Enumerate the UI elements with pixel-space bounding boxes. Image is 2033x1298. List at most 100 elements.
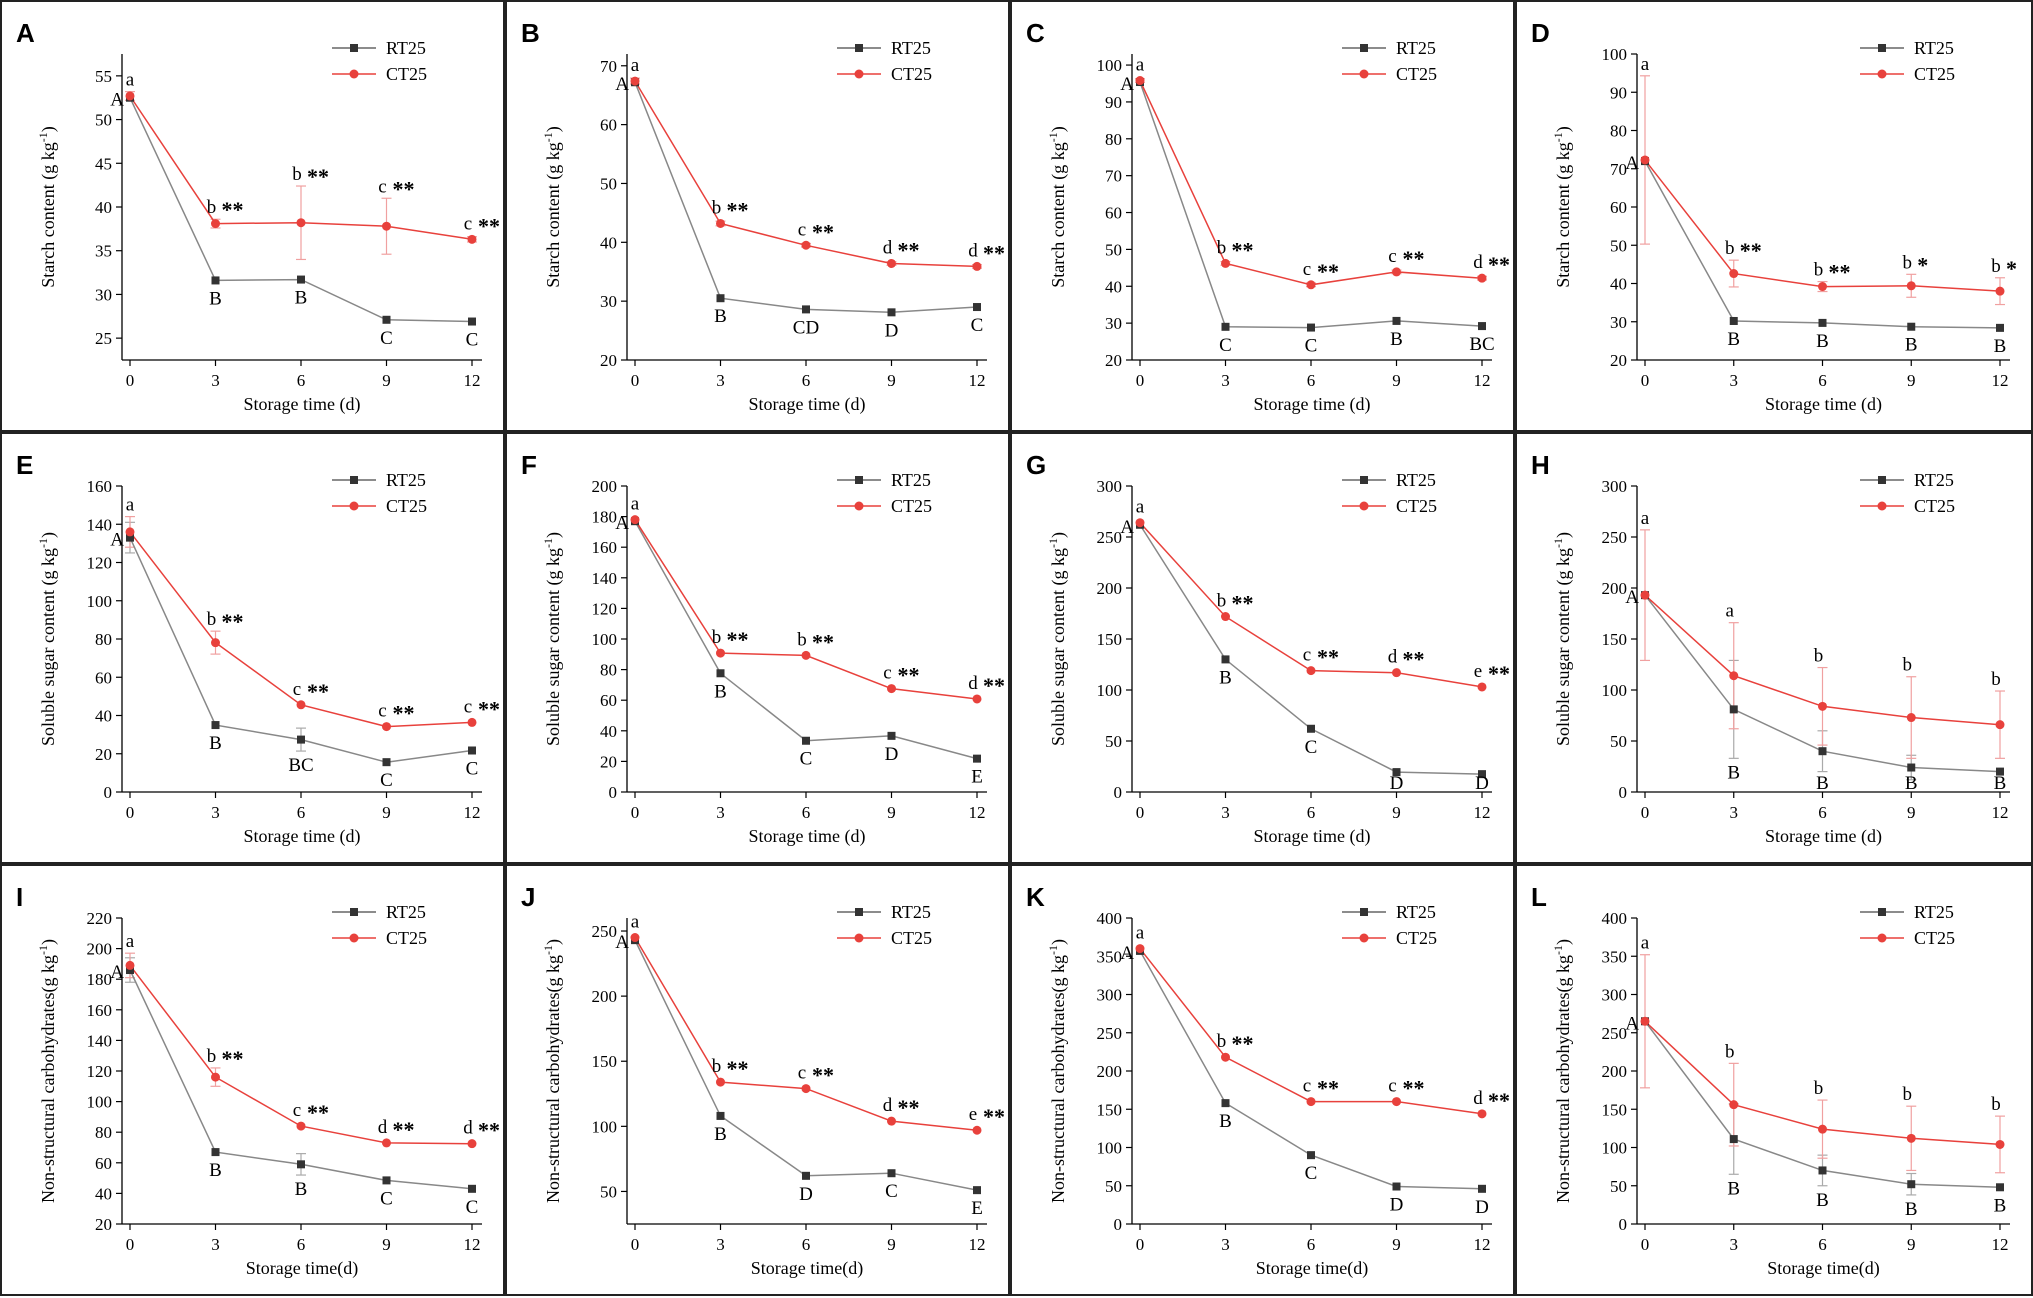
x-tick-label: 9	[382, 1235, 391, 1254]
y-tick-label: 50	[1610, 236, 1627, 255]
y-axis-title-main: Soluble sugar content (g kg	[1048, 548, 1069, 746]
y-axis-title-close: )	[543, 532, 564, 538]
ct25-letter: b	[1903, 1084, 1913, 1105]
ct25-point	[716, 1077, 725, 1087]
rt25-letter: A	[1625, 153, 1639, 174]
chart-svg-L: L 0 50 100 150 200 250 300 350 400 0 3 6 9 12 Storage t…	[1531, 882, 2010, 1279]
chart-svg-F: F 0 20 40 60 80 100 120 140 160 180 200 0 3 6 9 12 Storag…	[521, 450, 1005, 847]
rt25-point	[973, 303, 981, 312]
x-tick-label: 3	[1730, 371, 1739, 390]
x-tick-label: 12	[1992, 803, 2009, 822]
legend-rt-marker	[1878, 476, 1886, 484]
rt25-letter: B	[1905, 1199, 1918, 1220]
significance-stars: **	[222, 197, 244, 222]
ct25-letter: b	[1991, 1094, 2001, 1115]
ct25-letter: b	[207, 609, 217, 630]
rt25-letter: B	[209, 288, 222, 309]
chart-svg-K: K 0 50 100 150 200 250 300 350 400 0 3 6 9 12 Storage t…	[1026, 882, 1510, 1279]
y-axis-title: Non-structural carbohydrates(g kg-1)	[541, 939, 564, 1203]
ct25-point	[467, 717, 477, 727]
ct25-point	[1135, 76, 1145, 86]
rt25-letter: B	[1994, 1195, 2007, 1216]
panel-label: A	[16, 18, 35, 48]
rt25-point	[973, 1186, 981, 1195]
x-axis-title: Storage time(d)	[751, 1258, 863, 1279]
x-tick-label: 6	[802, 371, 811, 390]
y-axis-title-close: )	[1048, 532, 1069, 538]
y-axis-title-main: Starch content (g kg	[543, 142, 564, 287]
ct25-point	[1640, 1016, 1650, 1026]
rt25-letter: B	[1727, 329, 1740, 350]
ct25-letter: a	[1136, 923, 1145, 944]
x-tick-label: 3	[716, 803, 725, 822]
significance-stars: **	[393, 1117, 415, 1142]
rt25-point	[973, 754, 981, 763]
rt25-letter: CD	[793, 317, 819, 338]
rt25-series-line	[1139, 81, 1483, 329]
ct25-point	[125, 527, 135, 537]
panel-label: L	[1531, 882, 1547, 912]
legend-ct-label: CT25	[386, 928, 427, 948]
ct25-letter: d	[968, 673, 978, 694]
ct25-point	[125, 91, 135, 101]
y-tick-label: 250	[1097, 528, 1123, 547]
rt25-point	[1307, 724, 1315, 733]
ct25-point	[1392, 668, 1401, 678]
rt25-letter: B	[1905, 335, 1918, 356]
panel-label: K	[1026, 882, 1045, 912]
rt25-point	[1818, 1166, 1827, 1175]
rt25-point	[1221, 322, 1230, 331]
x-tick-label: 12	[1474, 1235, 1491, 1254]
significance-stars: **	[307, 164, 329, 189]
rt25-letter: BC	[1469, 334, 1494, 355]
y-tick-label: 200	[1602, 579, 1628, 598]
rt25-letter: BC	[288, 755, 313, 776]
chart-panel-C: C 20 30 40 50 60 70 80 90 100 0 3 6 9 12 Storage time (…	[1010, 0, 1515, 432]
y-axis-title-sup: -1	[1046, 538, 1060, 548]
y-tick-label: 45	[95, 154, 112, 173]
y-tick-label: 50	[1610, 1177, 1627, 1196]
chart-svg-A: A 25 30 35 40 45 50 55 0 3 6 9 12 Storage time (d) Sta…	[16, 18, 500, 415]
y-tick-label: 250	[1602, 528, 1628, 547]
significance-stars: **	[393, 701, 415, 726]
y-tick-label: 100	[1602, 1139, 1628, 1158]
x-tick-label: 0	[126, 371, 135, 390]
ct25-letter: c	[378, 176, 386, 197]
x-tick-label: 3	[211, 803, 220, 822]
rt25-point	[211, 276, 220, 285]
x-tick-label: 3	[716, 1235, 725, 1254]
y-tick-label: 100	[1097, 56, 1123, 75]
y-axis-title-main: Non-structural carbohydrates(g kg	[1048, 955, 1069, 1203]
rt25-letter: C	[971, 315, 984, 336]
panel-label: I	[16, 882, 23, 912]
ct25-series-line	[634, 519, 978, 700]
y-tick-label: 70	[600, 57, 617, 76]
ct25-point	[125, 960, 135, 970]
legend-ct-marker	[1359, 69, 1369, 79]
significance-stars: **	[812, 1063, 834, 1088]
rt25-point	[1996, 1183, 2004, 1192]
rt25-point	[1392, 316, 1401, 325]
ct25-letter: b	[1991, 669, 2001, 690]
ct25-letter: e	[969, 1104, 977, 1125]
ct25-series-line	[634, 937, 978, 1131]
x-axis-title: Storage time(d)	[1767, 1258, 1879, 1279]
x-tick-label: 12	[969, 803, 986, 822]
x-tick-label: 3	[211, 371, 220, 390]
y-axis-title: Soluble sugar content (g kg-1)	[1046, 532, 1069, 746]
rt25-point	[1996, 767, 2004, 776]
significance-stars: *	[1917, 252, 1928, 277]
rt25-letter: B	[1816, 773, 1829, 794]
significance-stars: *	[2006, 256, 2017, 281]
x-tick-label: 0	[1641, 1235, 1650, 1254]
legend-ct-marker	[1359, 501, 1369, 511]
y-tick-label: 50	[600, 1182, 617, 1201]
y-tick-label: 120	[87, 554, 113, 573]
x-tick-label: 6	[802, 1235, 811, 1254]
rt25-point	[1729, 316, 1738, 325]
ct25-letter: c	[464, 213, 472, 234]
chart-svg-D: D 20 30 40 50 60 70 80 90 100 0 3 6 9 12 Storage time (…	[1531, 18, 2017, 415]
y-tick-label: 120	[87, 1062, 113, 1081]
significance-stars: **	[812, 629, 834, 654]
ct25-point	[467, 234, 477, 244]
